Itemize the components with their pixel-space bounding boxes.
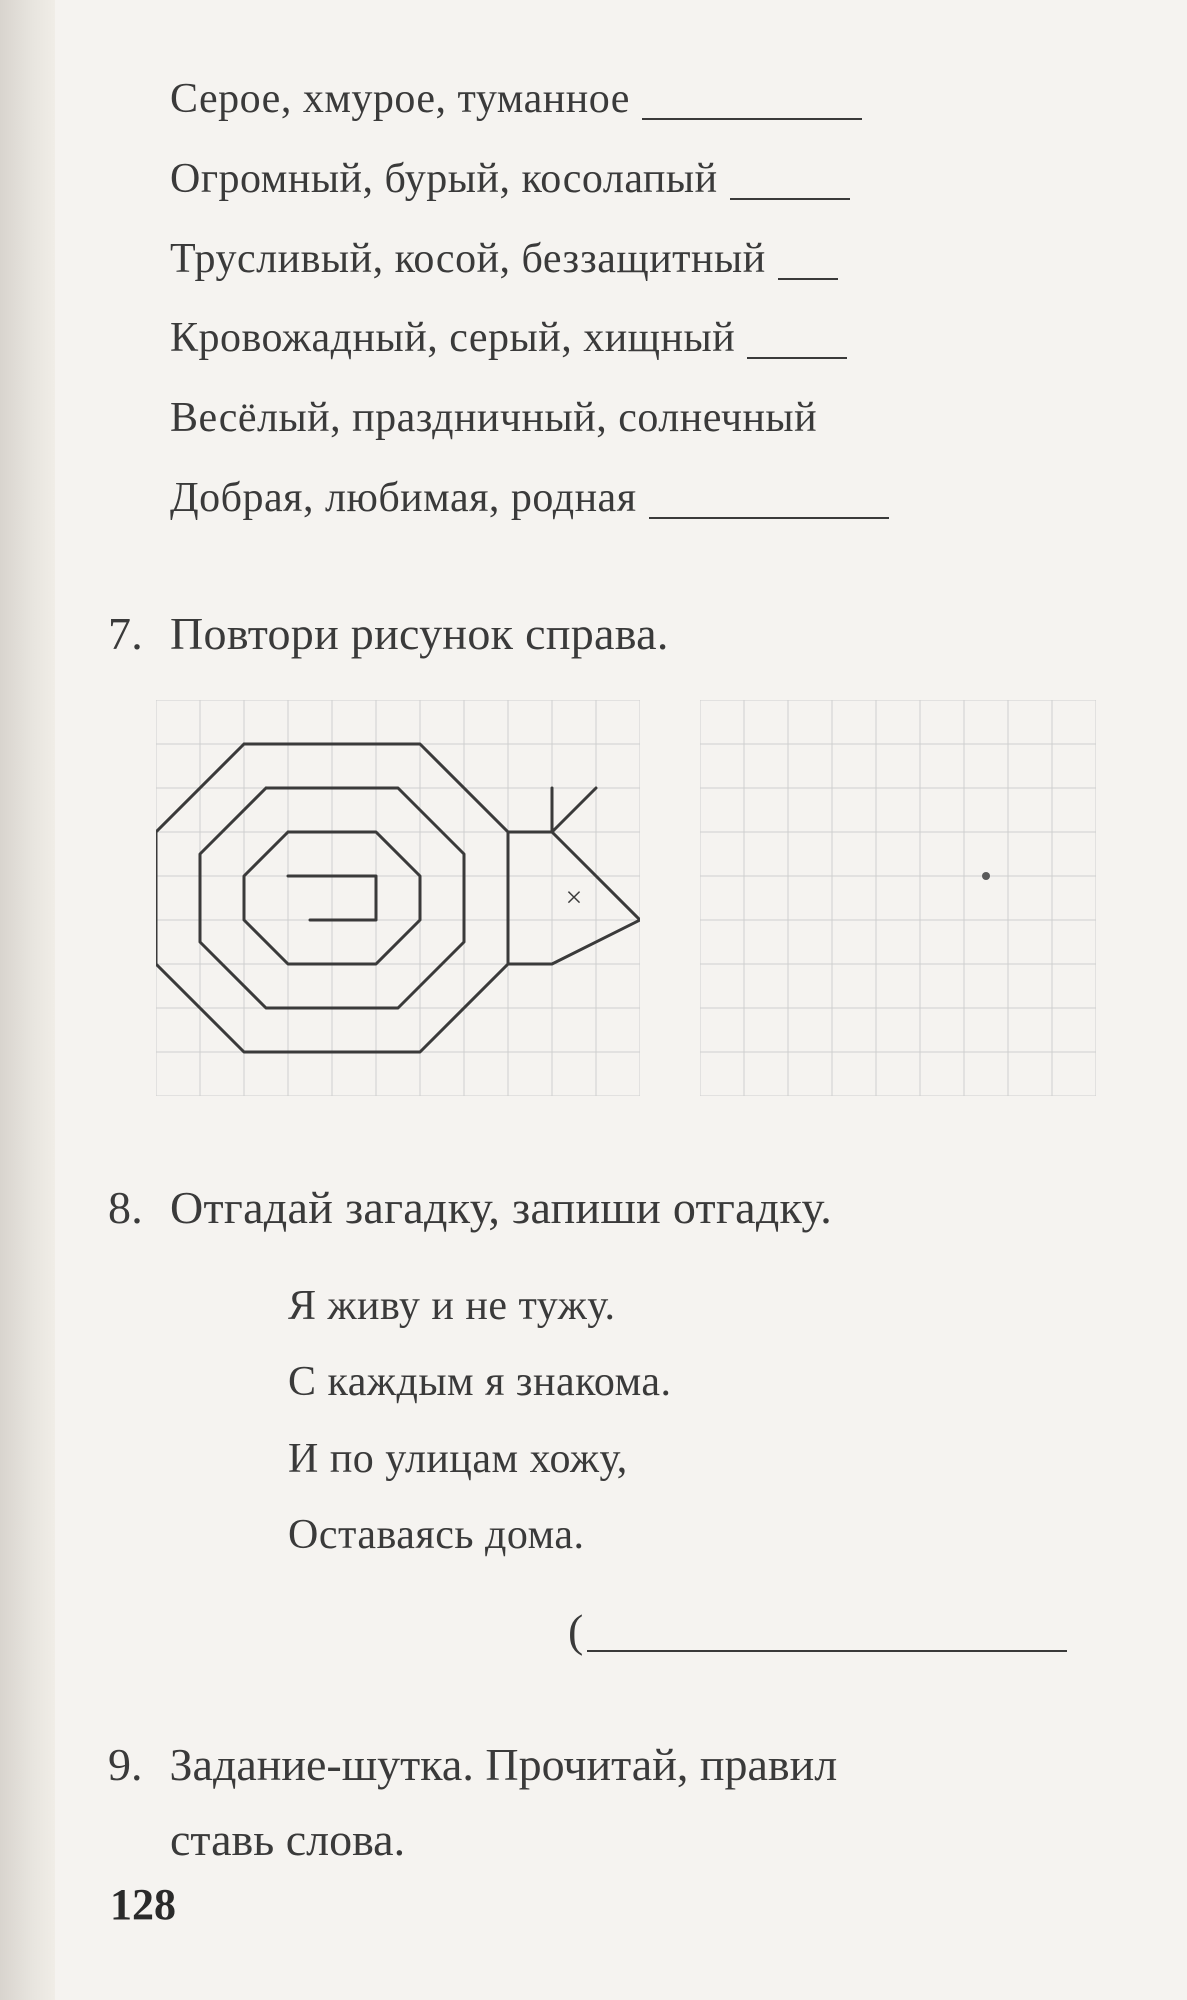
snail-grid-svg: × [156,700,640,1096]
task-number: 7. [108,607,158,660]
fill-text: Кровожадный, серый, хищный [170,299,735,379]
task-title: Отгадай загадку, запиши отгадку. [170,1181,832,1234]
fill-line: Кровожадный, серый, хищный [170,299,1187,379]
page-number: 128 [110,1879,176,1930]
task-header: 8. Отгадай загадку, запиши отгадку. [108,1181,1187,1234]
task-number: 8. [108,1181,158,1234]
fill-text: Весёлый, праздничный, солнечный [170,379,817,459]
task-header: 9. Задание-шутка. Прочитай, правил [108,1727,1187,1803]
fill-text: Трусливый, косой, беззащитный [170,220,766,300]
reference-grid: × [156,700,640,1101]
book-spine [0,0,55,2000]
adjective-fill-block: Серое, хмурое, туманное Огромный, бурый,… [170,60,1187,539]
fill-line: Добрая, любимая, родная [170,459,1187,539]
task-header: 7. Повтори рисунок справа. [108,607,1187,660]
riddle-block: Я живу и не тужу. С каждым я знакома. И … [288,1268,1187,1574]
riddle-answer-line: ( [568,1604,1187,1657]
riddle-line: С каждым я знакома. [288,1344,1187,1420]
task-title-line2: ставь слова. [170,1802,1187,1878]
task-8: 8. Отгадай загадку, запиши отгадку. Я жи… [108,1181,1187,1657]
fill-line: Весёлый, праздничный, солнечный [170,379,1187,459]
fill-line: Огромный, бурый, косолапый [170,140,1187,220]
task-9: 9. Задание-шутка. Прочитай, правил ставь… [108,1727,1187,1879]
task-title-line1: Задание-шутка. Прочитай, правил [170,1739,838,1790]
workbook-page: Серое, хмурое, туманное Огромный, бурый,… [0,0,1187,2000]
grid-pair: × [156,700,1187,1101]
task-title: Повтори рисунок справа. [170,607,669,660]
fill-text: Огромный, бурый, косолапый [170,140,718,220]
answer-blank[interactable] [778,278,838,280]
fill-line: Серое, хмурое, туманное [170,60,1187,140]
riddle-line: Оставаясь дома. [288,1497,1187,1573]
svg-text:×: × [566,881,583,914]
answer-blank[interactable] [747,357,847,359]
practice-grid[interactable] [700,700,1096,1101]
fill-text: Добрая, любимая, родная [170,459,637,539]
riddle-line: Я живу и не тужу. [288,1268,1187,1344]
task-number: 9. [108,1727,158,1803]
answer-blank[interactable] [642,118,862,120]
task-7: 7. Повтори рисунок справа. × [108,607,1187,1101]
fill-text: Серое, хмурое, туманное [170,60,630,140]
riddle-answer-blank[interactable] [587,1650,1067,1652]
answer-blank[interactable] [730,198,850,200]
fill-line: Трусливый, косой, беззащитный [170,220,1187,300]
blank-grid-svg[interactable] [700,700,1096,1096]
riddle-line: И по улицам хожу, [288,1421,1187,1497]
answer-blank[interactable] [649,517,889,519]
open-paren: ( [568,1604,583,1657]
